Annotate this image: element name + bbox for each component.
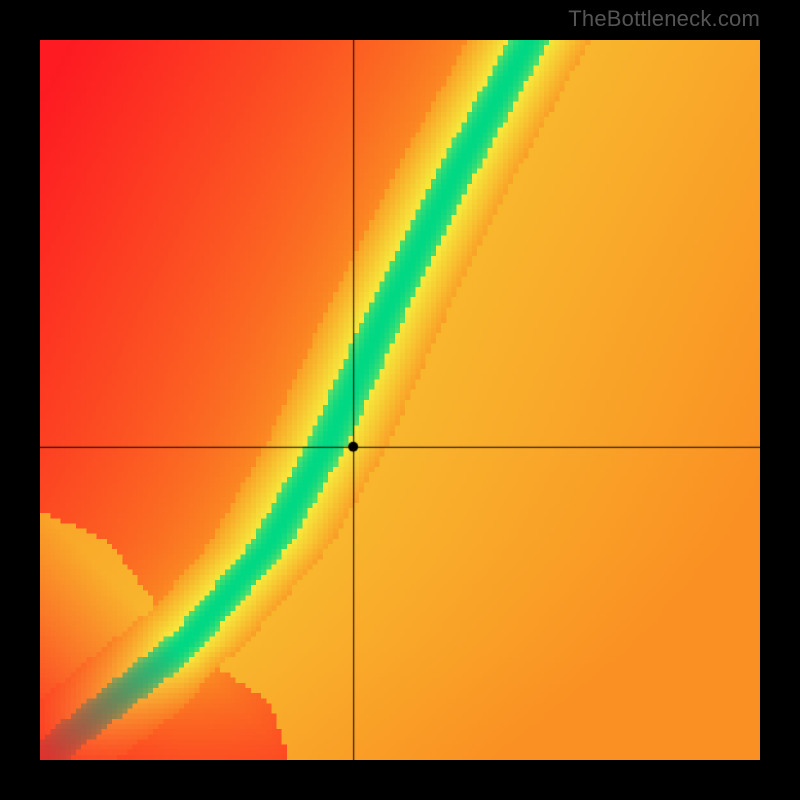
chart-container: { "watermark_text": "TheBottleneck.com",… [0, 0, 800, 800]
crosshair-overlay [40, 40, 760, 760]
watermark-text: TheBottleneck.com [568, 6, 760, 32]
